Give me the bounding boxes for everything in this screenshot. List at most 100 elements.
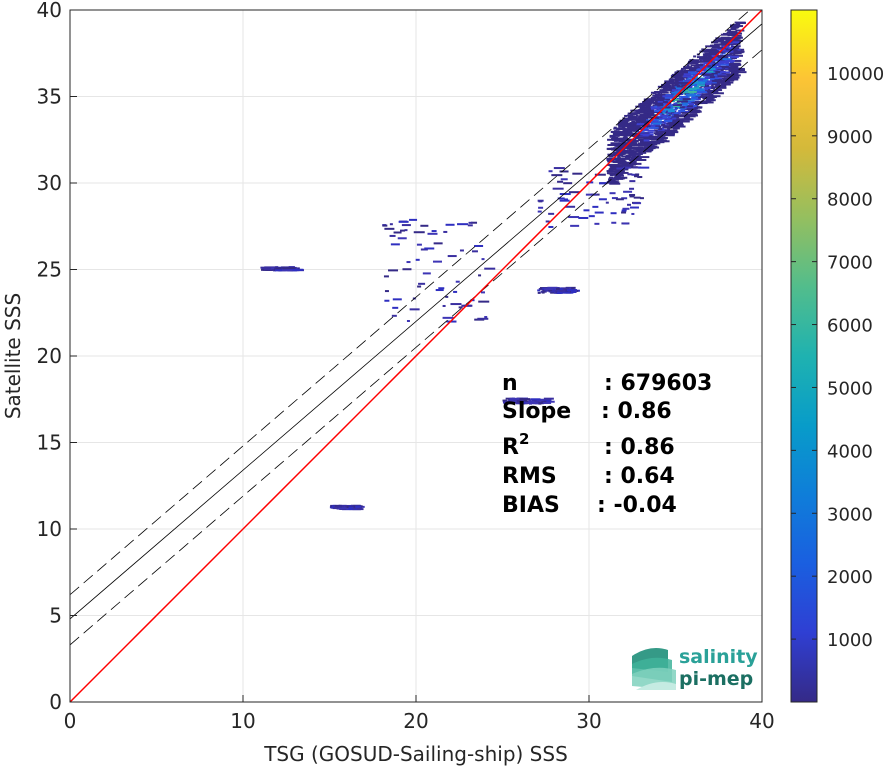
density-cell — [632, 166, 641, 169]
density-cell — [662, 111, 667, 114]
density-cell — [702, 49, 708, 52]
density-cell — [610, 148, 615, 151]
y-axis-ticks: 0 5 10 15 20 25 30 35 40 — [37, 0, 77, 714]
density-cell — [583, 209, 590, 212]
density-cell — [633, 196, 641, 199]
density-cell — [675, 79, 687, 82]
density-cell — [694, 89, 706, 92]
density-cell — [622, 207, 630, 210]
density-cell — [623, 130, 633, 133]
density-cell — [559, 170, 569, 173]
density-cell — [608, 178, 620, 181]
density-cell — [625, 125, 636, 128]
density-cell — [659, 115, 663, 118]
density-cell — [680, 69, 684, 72]
density-cell — [685, 67, 691, 70]
density-cell — [637, 176, 643, 179]
density-cell — [681, 84, 687, 87]
density-cell — [678, 95, 682, 98]
density-cell — [683, 118, 694, 121]
density-cell — [727, 33, 733, 36]
density-cell — [417, 285, 422, 288]
density-cell — [700, 95, 711, 98]
density-cell — [696, 84, 705, 87]
density-cell — [663, 103, 667, 106]
density-cell — [725, 48, 736, 51]
density-cell — [648, 104, 652, 107]
density-cell — [693, 87, 700, 90]
density-cell — [671, 89, 678, 92]
density-cell — [682, 98, 691, 101]
density-cell — [609, 182, 621, 185]
density-cell — [716, 70, 722, 73]
stat-r2-superscript: 2 — [519, 430, 529, 448]
density-cell — [654, 109, 666, 112]
density-cell — [708, 87, 716, 90]
density-cell — [701, 93, 708, 96]
density-cell — [676, 100, 688, 103]
density-cell — [471, 221, 478, 224]
density-cell — [692, 111, 698, 114]
density-cell — [735, 62, 741, 65]
colorbar-tick-label: 10000 — [827, 64, 884, 85]
density-cell — [729, 61, 734, 64]
density-cell — [647, 129, 655, 132]
density-cell — [614, 172, 624, 175]
density-cell — [626, 128, 636, 131]
density-cell — [729, 76, 740, 79]
density-cell — [634, 121, 641, 124]
density-cell — [559, 287, 563, 290]
density-cell — [686, 107, 691, 110]
colorbar-tick-label: 1000 — [827, 630, 873, 651]
density-cell — [620, 162, 624, 165]
density-cell — [670, 94, 679, 97]
density-cell — [685, 98, 697, 101]
density-cell — [717, 75, 726, 78]
density-cell — [718, 39, 722, 42]
density-cell — [690, 64, 702, 67]
density-cell — [388, 269, 399, 272]
density-cell — [732, 54, 743, 57]
density-cell — [660, 114, 668, 117]
density-cell — [711, 50, 720, 53]
density-cell — [698, 93, 704, 96]
density-cell — [609, 192, 616, 195]
density-cell — [667, 128, 671, 131]
density-cell — [459, 249, 464, 252]
density-cell — [652, 104, 664, 107]
density-cell — [721, 52, 726, 55]
density-cell — [667, 118, 673, 121]
density-cell — [552, 187, 564, 190]
density-cell — [663, 122, 670, 125]
density-cell — [694, 85, 700, 88]
density-cell — [640, 133, 651, 136]
density-cell — [644, 110, 648, 113]
density-cell — [729, 62, 736, 65]
density-cell — [630, 162, 637, 165]
density-cell — [621, 197, 628, 200]
density-cell — [662, 126, 674, 129]
density-cell — [702, 64, 706, 67]
density-cell — [630, 140, 639, 143]
density-cell — [608, 177, 617, 180]
x-tick-label: 30 — [576, 709, 601, 733]
density-cell — [656, 115, 661, 118]
density-cell — [610, 173, 615, 176]
density-cell — [331, 505, 335, 508]
density-cell — [625, 156, 631, 159]
density-cell — [657, 134, 666, 137]
density-cell — [480, 291, 485, 294]
density-cell — [468, 221, 473, 224]
density-cell — [714, 64, 721, 67]
density-cell — [628, 152, 632, 155]
density-cell — [658, 128, 663, 131]
density-cell — [691, 83, 695, 86]
density-cell — [711, 64, 715, 67]
density-cell — [691, 84, 703, 87]
density-cell — [643, 124, 653, 127]
density-cell — [656, 108, 664, 111]
density-cell — [643, 139, 650, 142]
density-cell — [677, 112, 681, 115]
density-cell — [679, 115, 687, 118]
density-cell — [699, 57, 707, 60]
